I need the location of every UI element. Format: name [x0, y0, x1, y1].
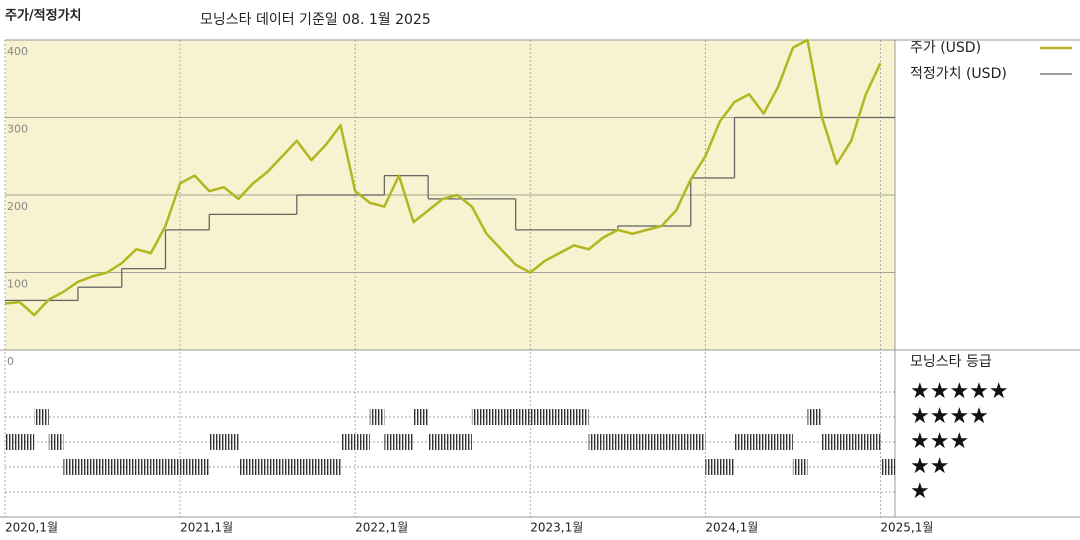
x-tick-label: 2024,1월 [705, 521, 758, 535]
rating-bar [150, 459, 166, 475]
rating-bar [428, 434, 443, 450]
rating-bar [822, 434, 837, 450]
x-tick-label: 2023,1월 [530, 521, 583, 535]
rating-bar [749, 434, 764, 450]
rating-bar [705, 459, 720, 475]
rating-bar [880, 459, 895, 475]
rating-bar [107, 459, 122, 475]
rating-bar [763, 434, 779, 450]
x-tick-label: 2020,1월 [5, 521, 58, 535]
y-tick-label: 300 [7, 123, 28, 136]
rating-bar [180, 459, 195, 475]
rating-bar [588, 434, 604, 450]
legend-label: 주가 (USD) [910, 40, 981, 56]
rating-bar [792, 459, 808, 475]
y-tick-label: 100 [7, 278, 28, 291]
rating-bar [807, 409, 823, 425]
rating-bar [676, 434, 691, 450]
rating-bar [471, 409, 487, 425]
rating-bar [486, 409, 502, 425]
y-tick-label: 400 [7, 45, 28, 58]
y-tick-label: 0 [7, 355, 14, 368]
rating-bar [194, 459, 210, 475]
rating-bar [325, 459, 341, 475]
rating-bar [355, 434, 370, 450]
rating-bar [398, 434, 414, 450]
rating-bar [734, 434, 750, 450]
rating-bar [165, 459, 181, 475]
rating-bar [574, 409, 589, 425]
panel-label: 주가/적정가치 [5, 8, 82, 24]
rating-bar [559, 409, 575, 425]
rating-bar [778, 434, 793, 450]
rating-bar [238, 459, 254, 475]
rating-bar [836, 434, 852, 450]
x-tick-label: 2022,1월 [355, 521, 408, 535]
rating-bar [63, 459, 78, 475]
rating-bar [719, 459, 735, 475]
rating-label: ★★★★ [910, 404, 989, 429]
y-tick-label: 200 [7, 200, 28, 213]
rating-label: ★★★ [910, 429, 969, 454]
rating-bar [34, 409, 49, 425]
chart-title: 모닝스타 데이터 기준일 08. 1월 2025 [200, 12, 431, 28]
rating-bar [253, 459, 268, 475]
rating-bar [632, 434, 647, 450]
rating-bar [544, 409, 560, 425]
rating-title: 모닝스타 등급 [910, 354, 992, 370]
legend-label: 적정가치 (USD) [910, 66, 1007, 82]
rating-label: ★★ [910, 454, 949, 479]
rating-bar [661, 434, 677, 450]
rating-bar [19, 434, 35, 450]
rating-bar [267, 459, 283, 475]
rating-bar [282, 459, 297, 475]
rating-bar [384, 434, 399, 450]
rating-bar [501, 409, 516, 425]
rating-bar [5, 434, 20, 450]
x-tick-label: 2025,1월 [880, 521, 933, 535]
rating-bar [442, 434, 458, 450]
rating-bar [413, 409, 429, 425]
rating-bar [690, 434, 706, 450]
rating-bar [223, 434, 239, 450]
rating-bar [340, 434, 356, 450]
rating-bar [603, 434, 618, 450]
rating-bar [457, 434, 472, 450]
rating-bar [646, 434, 662, 450]
x-tick-label: 2021,1월 [180, 521, 233, 535]
rating-bar [311, 459, 326, 475]
rating-bar [617, 434, 633, 450]
rating-bar [865, 434, 881, 450]
price-line [4, 38, 882, 317]
rating-bar [77, 459, 93, 475]
rating-bar [296, 459, 312, 475]
rating-bar [851, 434, 866, 450]
rating-bar [530, 409, 545, 425]
rating-bar [209, 434, 224, 450]
rating-label: ★★★★★ [910, 379, 1009, 404]
rating-bar [136, 459, 151, 475]
rating-label: ★ [910, 479, 930, 504]
rating-bar [121, 459, 137, 475]
rating-bar [48, 434, 64, 450]
rating-bar [92, 459, 108, 475]
rating-bar [369, 409, 385, 425]
rating-bar [515, 409, 531, 425]
